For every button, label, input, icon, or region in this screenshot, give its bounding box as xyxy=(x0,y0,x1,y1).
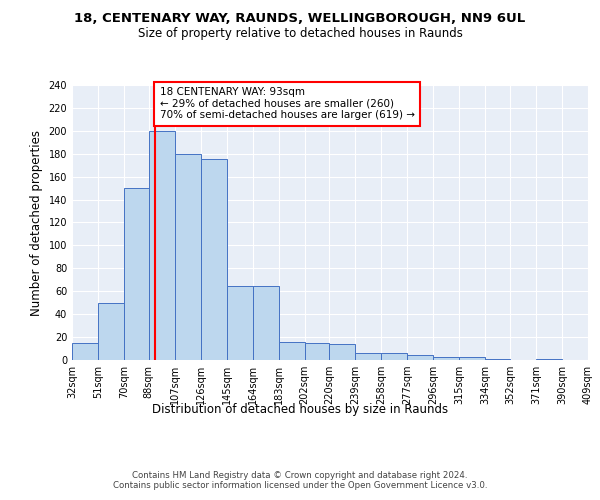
Text: Contains HM Land Registry data © Crown copyright and database right 2024.
Contai: Contains HM Land Registry data © Crown c… xyxy=(113,470,487,490)
Bar xyxy=(485,359,510,360)
Bar xyxy=(149,131,175,360)
Bar xyxy=(433,356,460,360)
Bar xyxy=(588,356,600,360)
Text: 18 CENTENARY WAY: 93sqm
← 29% of detached houses are smaller (260)
70% of semi-d: 18 CENTENARY WAY: 93sqm ← 29% of detache… xyxy=(160,88,415,120)
Y-axis label: Number of detached properties: Number of detached properties xyxy=(30,130,43,316)
Bar xyxy=(407,356,433,360)
Bar xyxy=(460,356,485,360)
Bar xyxy=(175,154,200,360)
Text: Size of property relative to detached houses in Raunds: Size of property relative to detached ho… xyxy=(137,28,463,40)
Bar xyxy=(278,342,305,360)
Bar xyxy=(200,160,227,360)
Text: Distribution of detached houses by size in Raunds: Distribution of detached houses by size … xyxy=(152,402,448,415)
Bar xyxy=(305,343,329,360)
Bar xyxy=(382,353,407,360)
Bar xyxy=(72,343,98,360)
Bar xyxy=(98,302,124,360)
Bar xyxy=(227,286,253,360)
Bar xyxy=(124,188,149,360)
Bar xyxy=(253,286,278,360)
Text: 18, CENTENARY WAY, RAUNDS, WELLINGBOROUGH, NN9 6UL: 18, CENTENARY WAY, RAUNDS, WELLINGBOROUG… xyxy=(74,12,526,26)
Bar xyxy=(536,359,562,360)
Bar xyxy=(355,353,382,360)
Bar xyxy=(329,344,355,360)
